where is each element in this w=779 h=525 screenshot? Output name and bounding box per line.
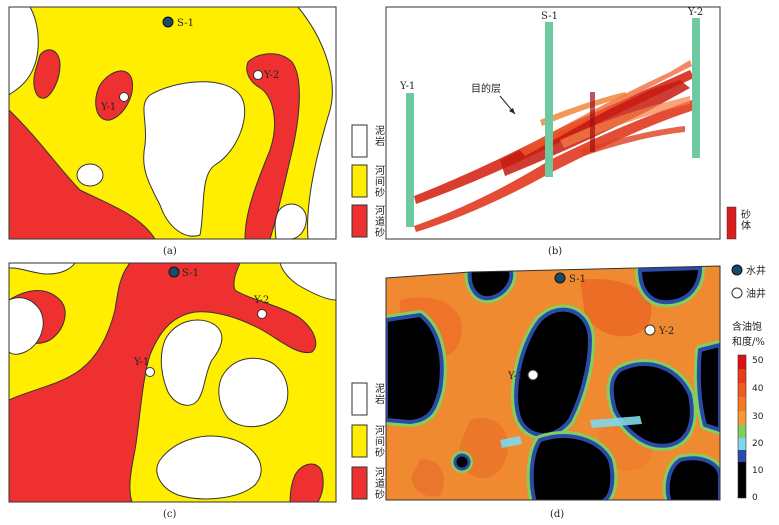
low-saturation-body — [693, 340, 720, 435]
colorbar-title-line2: 和度/% — [732, 335, 765, 348]
mudstone-patch — [9, 7, 39, 96]
well-label-y2: Y-2 — [253, 295, 269, 306]
well-label-s1: S-1 — [541, 11, 558, 22]
colorbar-tick: 0 — [752, 493, 758, 503]
legend-swatch-mudstone — [351, 124, 368, 158]
mudstone-patch — [156, 435, 262, 500]
saturation-map — [386, 266, 720, 500]
legend-label-channel-sand: 河道砂 — [375, 467, 385, 501]
legend-swatch-channel-sand — [351, 204, 368, 238]
low-saturation-body — [451, 451, 473, 473]
well-label-s1: S-1 — [177, 18, 194, 29]
mudstone-patch — [9, 297, 44, 355]
mudstone-patch — [274, 203, 307, 239]
mudstone-patch — [9, 263, 76, 275]
well-label-s1: S-1 — [182, 268, 199, 279]
oil-well-legend-icon — [731, 287, 743, 299]
panel-a-caption: (a) — [163, 246, 177, 257]
oil-well-marker — [119, 92, 129, 102]
oil-well-marker — [253, 70, 263, 80]
oil-well-marker — [145, 367, 155, 377]
legend-swatch-channel-sand — [351, 466, 368, 500]
colorbar-tick: 40 — [752, 384, 764, 394]
panel-c-legend: 泥岩 河间砂 河道砂 — [351, 382, 385, 501]
channel-sand-body — [95, 70, 134, 121]
legend-label-interchannel-sand: 河间砂 — [375, 165, 385, 199]
legend-label-water-well: 水井 — [746, 264, 766, 277]
well-label-y1: Y-1 — [507, 371, 523, 382]
well-column-y1 — [406, 93, 414, 227]
colorbar-tick: 20 — [752, 439, 764, 449]
well-label-y2: Y-2 — [658, 326, 674, 337]
well-column-s1 — [545, 22, 553, 177]
colorbar-tick: 50 — [752, 356, 764, 366]
panel-c: S-1 Y-1 Y-2 泥岩 河间砂 河道砂 (c) — [8, 262, 385, 520]
colorbar — [737, 354, 747, 499]
colorbar-tick: 30 — [752, 412, 764, 422]
low-saturation-body — [635, 266, 705, 308]
mudstone-patch — [160, 319, 223, 406]
channel-sand-body — [289, 463, 324, 502]
legend-swatch-interchannel-sand — [351, 424, 368, 458]
target-layer-annotation: 目的层 — [471, 82, 501, 95]
mudstone-patch — [279, 263, 336, 301]
colorbar-ticks: 50 40 30 20 10 0 — [752, 356, 764, 503]
low-saturation-body — [662, 453, 720, 500]
well-label-y2: Y-2 — [263, 70, 279, 81]
arrow-head — [509, 108, 515, 114]
oil-well-marker — [527, 369, 539, 381]
water-well-legend-icon — [731, 264, 743, 276]
panel-d-frame — [385, 265, 721, 501]
water-well-marker — [162, 16, 174, 28]
panel-c-caption: (c) — [163, 509, 177, 520]
legend-label-sand-body: 砂体 — [741, 208, 751, 232]
well-label-y1: Y-1 — [399, 81, 415, 92]
panel-d-caption: (d) — [550, 509, 564, 520]
legend-label-interchannel-sand: 河间砂 — [375, 425, 385, 459]
well-label-y2: Y-2 — [687, 7, 703, 18]
panel-a-frame — [8, 6, 337, 240]
mudstone-patch — [76, 163, 104, 187]
oil-well-marker — [257, 309, 267, 319]
well-label-s1: S-1 — [569, 274, 586, 285]
legend-label-mudstone: 泥岩 — [375, 124, 385, 148]
legend-label-oil-well: 油井 — [746, 287, 766, 300]
low-saturation-body — [606, 359, 697, 451]
low-saturation-body — [511, 304, 595, 440]
colorbar-title-line1: 含油饱 — [732, 320, 762, 333]
low-saturation-body — [386, 310, 447, 427]
well-label-y1: Y-1 — [133, 357, 149, 368]
mudstone-patch — [143, 81, 246, 237]
well-column-y2 — [692, 18, 700, 158]
water-well-marker — [554, 272, 566, 284]
legend-label-mudstone: 泥岩 — [375, 382, 385, 406]
legend-swatch-interchannel-sand — [351, 164, 368, 198]
panel-b-caption: (b) — [548, 246, 562, 257]
panel-c-frame — [8, 262, 337, 503]
panel-a-legend: 泥岩 河间砂 河道砂 — [351, 124, 385, 239]
panel-b: Y-1 S-1 Y-2 目的层 砂体 (b) — [385, 6, 751, 257]
channel-sand-body — [9, 263, 317, 502]
well-label-y1: Y-1 — [100, 102, 116, 113]
low-saturation-body — [526, 431, 618, 500]
mudstone-patch — [297, 7, 336, 239]
low-saturation-body — [464, 266, 517, 304]
oil-well-marker — [644, 324, 656, 336]
panel-d: S-1 Y-1 Y-2 水井 油井 含油饱 和度/% 50 40 30 2 — [385, 264, 766, 520]
legend-label-channel-sand: 河道砂 — [375, 205, 385, 239]
channel-sand-body — [33, 49, 61, 99]
legend-swatch-mudstone — [351, 382, 368, 416]
legend-swatch-sand-body — [726, 206, 737, 240]
mudstone-patch — [218, 357, 289, 428]
channel-sand-body — [9, 109, 156, 239]
water-well-marker — [168, 266, 180, 278]
colorbar-tick: 10 — [752, 466, 764, 476]
panel-a: S-1 Y-1 Y-2 泥岩 河间砂 河道砂 (a) — [8, 6, 385, 257]
